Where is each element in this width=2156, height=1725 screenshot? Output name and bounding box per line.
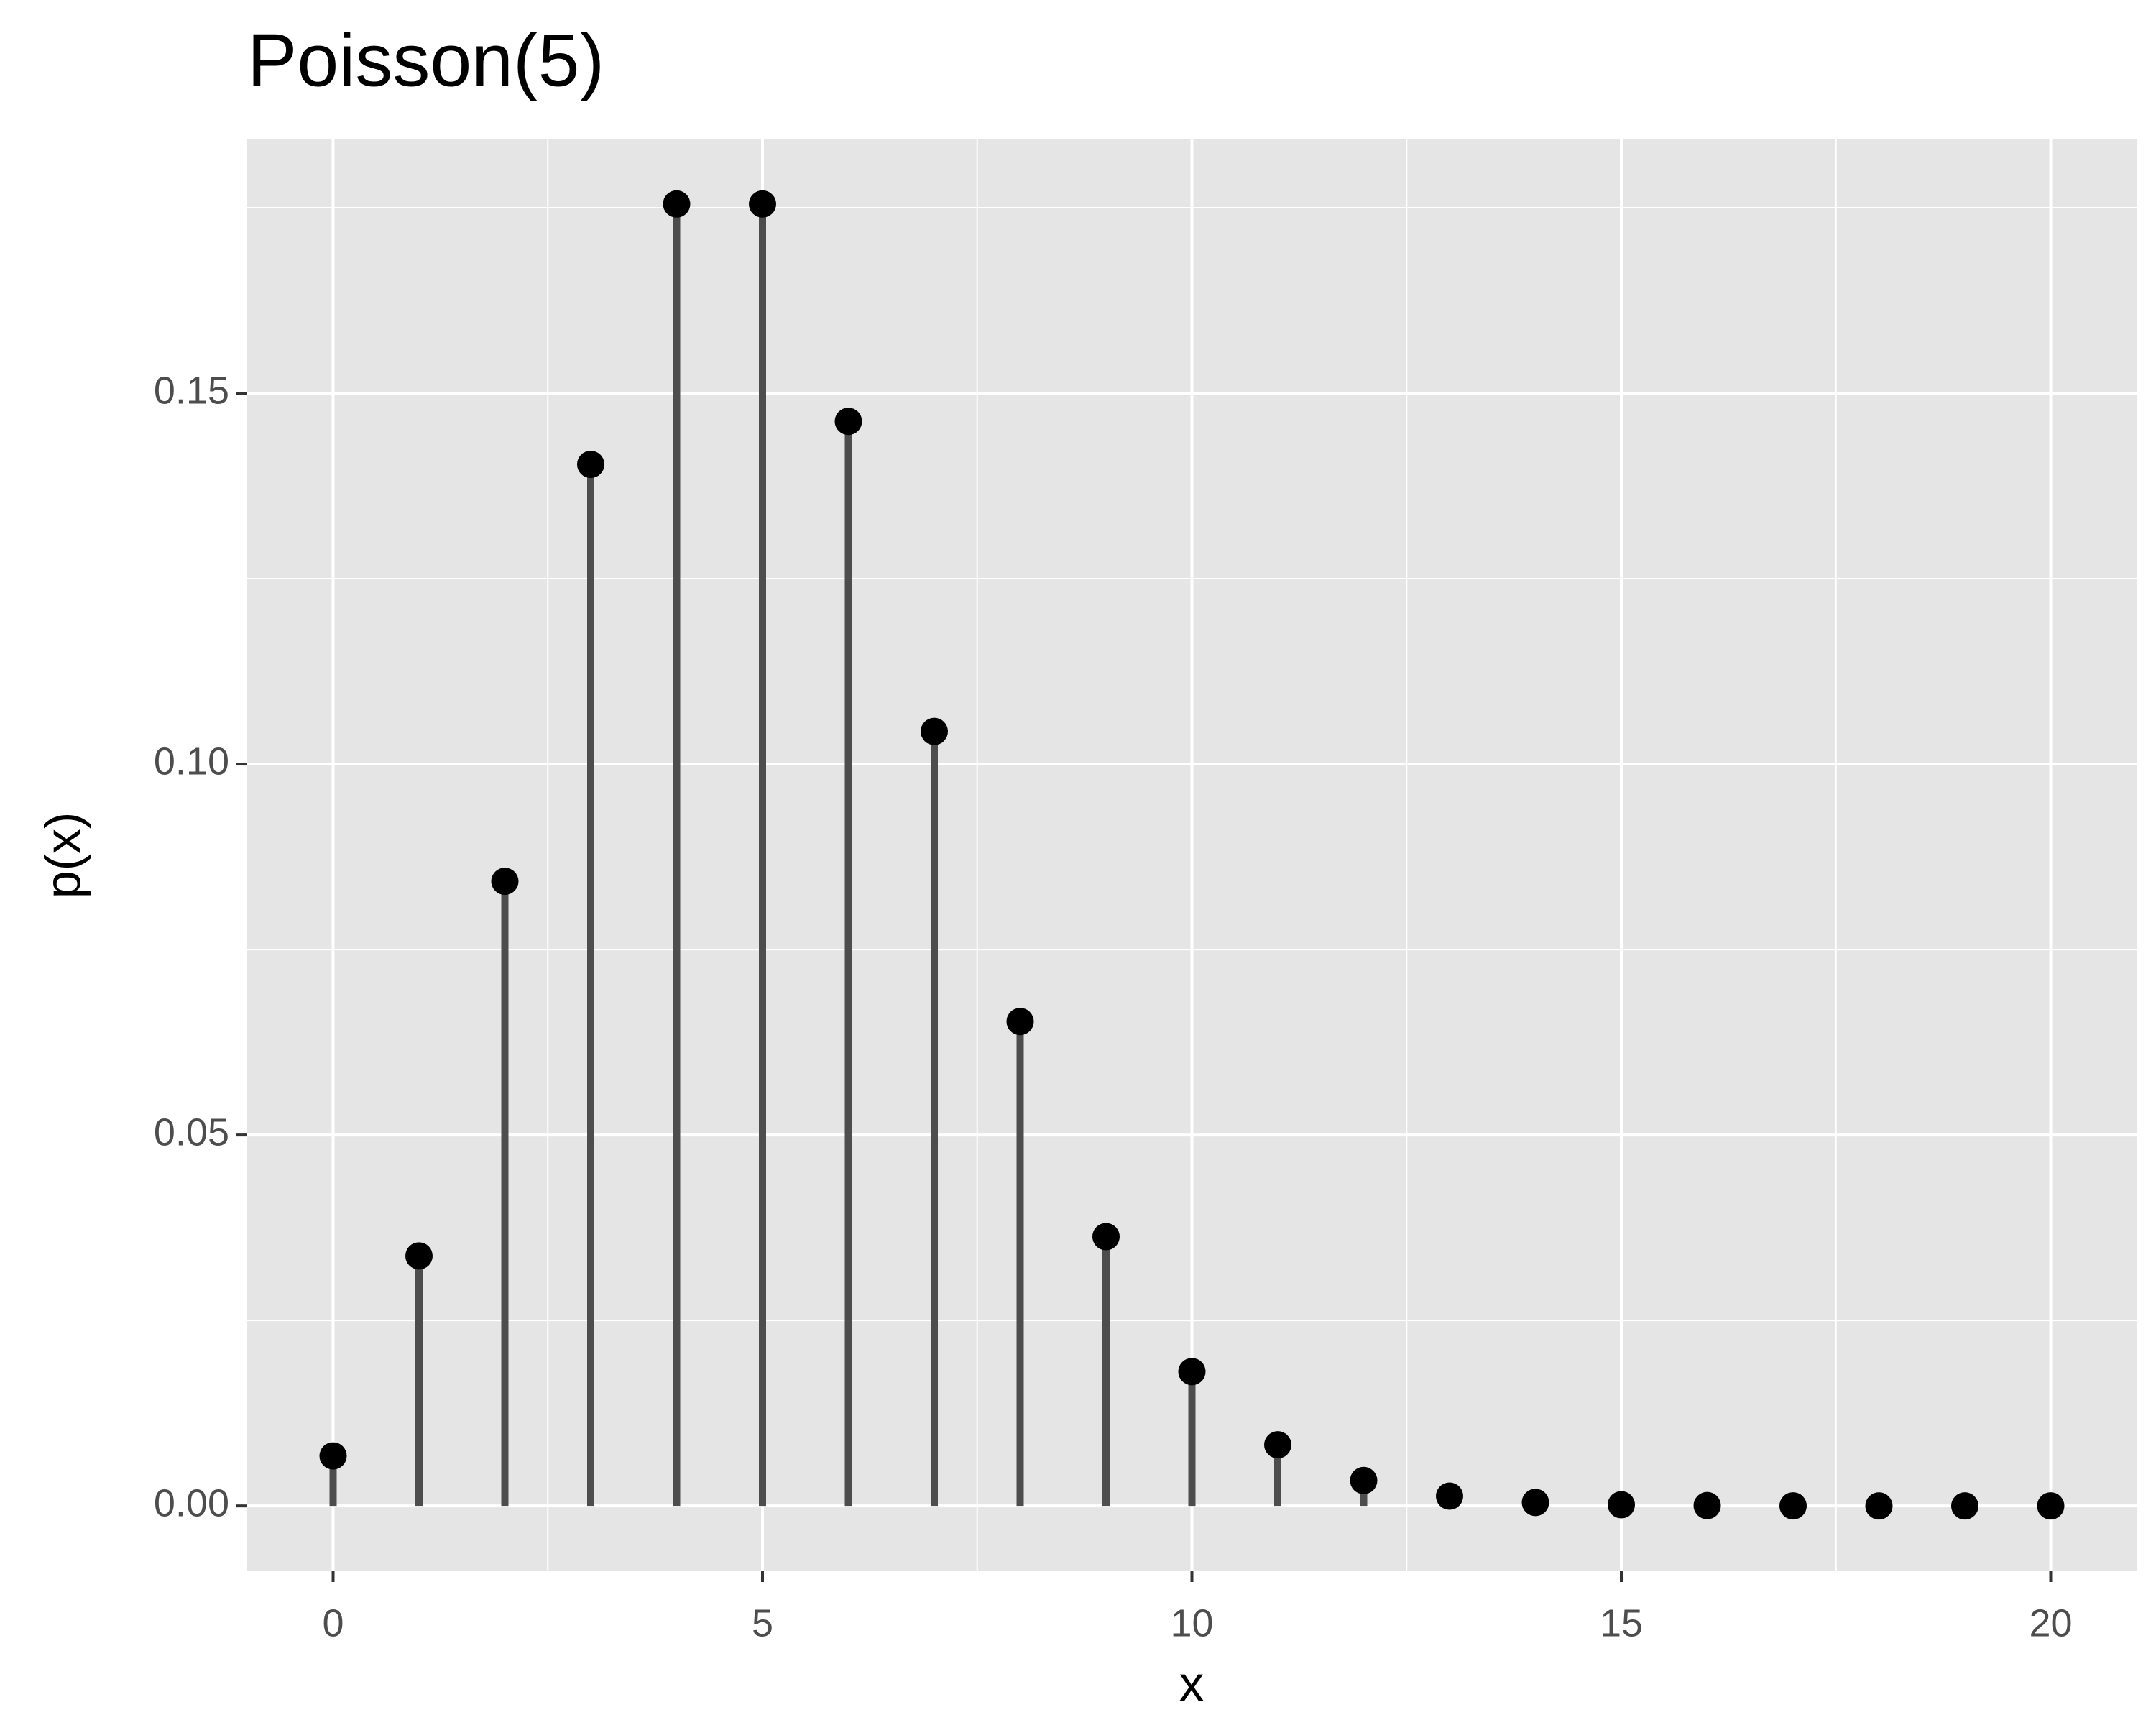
point: [1951, 1492, 1978, 1520]
point: [663, 190, 691, 218]
point: [2037, 1492, 2065, 1520]
point: [1350, 1466, 1378, 1494]
point: [921, 717, 948, 745]
point: [834, 408, 862, 436]
point: [749, 190, 776, 218]
x-axis-title: x: [1179, 1655, 1204, 1711]
point: [491, 868, 519, 896]
x-tick-label: 15: [1600, 1601, 1643, 1644]
point: [1436, 1482, 1463, 1510]
point: [1521, 1489, 1549, 1517]
point: [1693, 1491, 1721, 1519]
y-tick-label: 0.05: [154, 1110, 229, 1154]
chart-title: Poisson(5): [247, 19, 604, 102]
point: [319, 1442, 347, 1470]
point: [1006, 1008, 1034, 1036]
x-tick-label: 5: [752, 1601, 773, 1644]
x-tick-label: 0: [322, 1601, 344, 1644]
point: [1092, 1223, 1120, 1251]
y-tick-label: 0.00: [154, 1481, 229, 1524]
point: [1865, 1492, 1893, 1520]
point: [1178, 1358, 1206, 1386]
x-tick-label: 20: [2029, 1601, 2072, 1644]
point: [1779, 1492, 1807, 1520]
x-tick-label: 10: [1170, 1601, 1213, 1644]
point: [1264, 1431, 1291, 1459]
y-axis-title: p(x): [34, 812, 91, 899]
point: [1608, 1491, 1635, 1519]
y-tick-label: 0.15: [154, 369, 229, 412]
point: [577, 451, 604, 479]
y-tick-label: 0.10: [154, 740, 229, 783]
point: [405, 1242, 433, 1270]
